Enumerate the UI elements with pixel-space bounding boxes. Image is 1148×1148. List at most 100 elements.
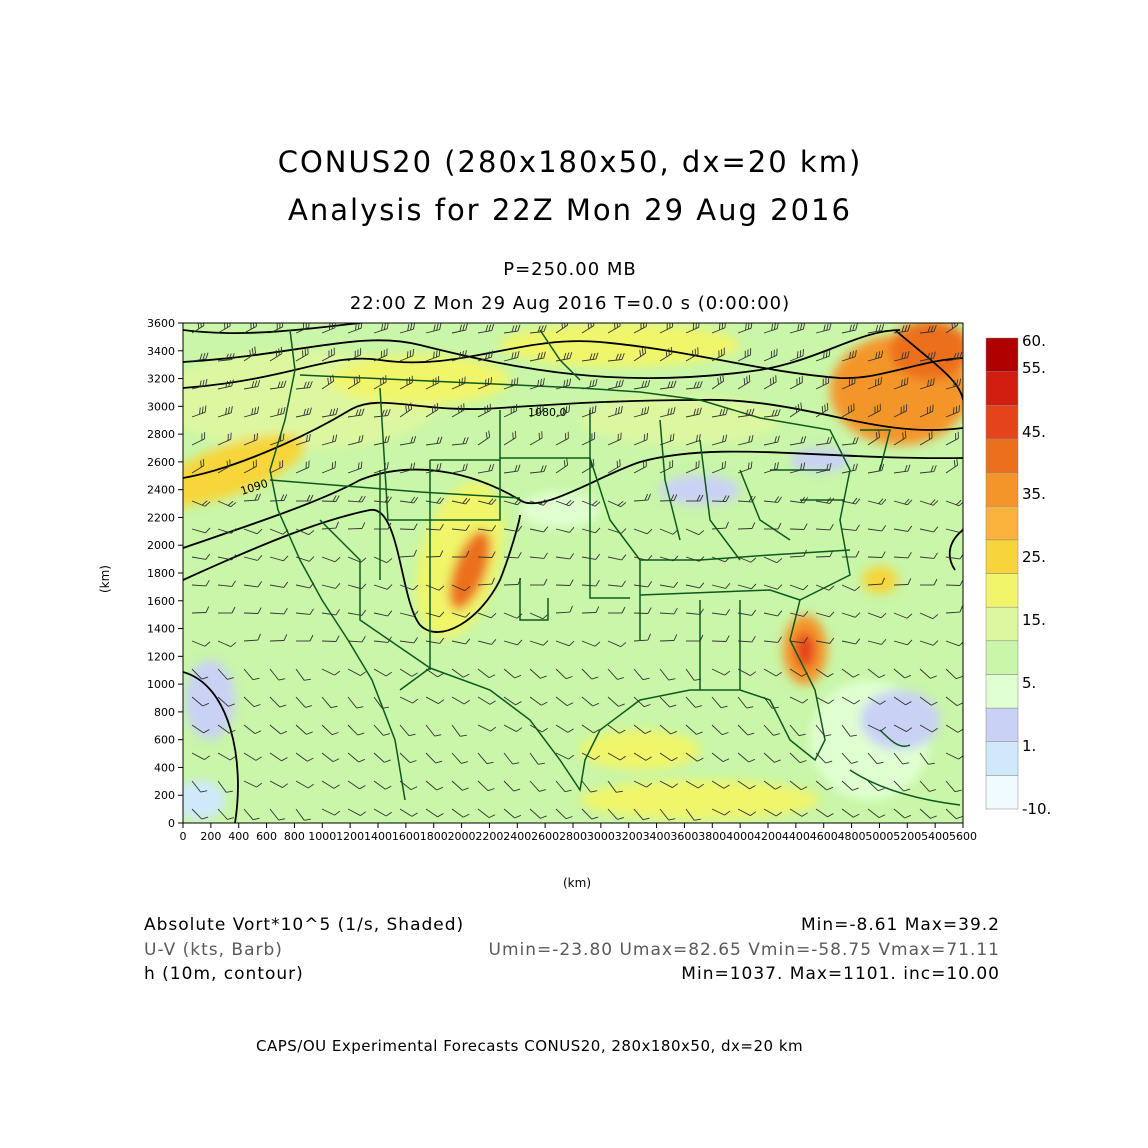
wind-barb (581, 780, 598, 793)
wind-barb (633, 808, 650, 821)
wind-barb (919, 499, 939, 506)
y-tick-label: 3000 (147, 400, 175, 413)
colorbar-label: 45. (1022, 423, 1046, 441)
wind-barb (685, 780, 704, 789)
wind-barb (763, 668, 782, 677)
wind-barb (269, 433, 285, 446)
wind-barb (763, 496, 782, 503)
wind-barb (581, 668, 599, 680)
wind-barb (269, 696, 287, 708)
title-line-2: Analysis for 22Z Mon 29 Aug 2016 (288, 193, 852, 227)
wind-barb (659, 323, 674, 334)
wind-barb (737, 556, 757, 563)
wind-barb (243, 554, 263, 561)
wind-barb (737, 522, 756, 530)
wind-barb (503, 350, 520, 362)
wind-barb (945, 352, 963, 362)
wind-barb (841, 437, 859, 446)
colorbar-label: 15. (1022, 611, 1046, 629)
y-tick-label: 1800 (147, 567, 175, 580)
wind-barb (737, 461, 753, 474)
wind-barb (217, 500, 237, 508)
wind-barb (763, 724, 780, 736)
wind-barb (477, 696, 496, 705)
wind-barb (607, 696, 625, 707)
wind-barb (373, 752, 391, 763)
wind-barb (555, 724, 574, 733)
wind-barb (945, 780, 962, 793)
wind-barb (243, 808, 260, 821)
wind-barb (295, 381, 313, 390)
wind-barb (191, 724, 210, 734)
wind-barb (243, 724, 262, 735)
colorbar-swatch (985, 775, 1019, 810)
y-tick-label: 3200 (147, 373, 175, 386)
wind-barb (581, 458, 595, 474)
x-tick-label: 4400 (782, 830, 810, 843)
footer-credit: CAPS/OU Experimental Forecasts CONUS20, … (256, 1037, 804, 1055)
wind-barb (711, 556, 731, 563)
wind-barb (607, 528, 627, 534)
wind-barb (321, 635, 340, 642)
contour-field-stats: Min=1037. Max=1101. inc=10.00 (681, 964, 1000, 984)
wind-barb (919, 465, 937, 474)
wind-barb (945, 526, 963, 533)
wind-barb (425, 724, 442, 737)
wind-barb (347, 461, 363, 474)
colorbar-swatch (985, 674, 1019, 709)
wind-barb (269, 346, 283, 362)
wind-barb (191, 352, 209, 362)
wind-barb (295, 608, 314, 615)
wind-barb (763, 584, 783, 590)
wind-barb (659, 634, 678, 642)
y-tick-label: 1000 (147, 678, 175, 691)
wind-barb (711, 696, 728, 709)
wind-barb (763, 409, 781, 418)
wind-barb (919, 696, 938, 706)
wind-barb (842, 550, 860, 558)
wind-barb (399, 752, 417, 764)
colorbar-swatch (985, 371, 1019, 406)
wind-barb (555, 579, 574, 586)
wind-barb (243, 433, 258, 446)
wind-barb (529, 752, 545, 765)
title-line-1: CONUS20 (280x180x50, dx=20 km) (277, 145, 863, 179)
wind-barb (789, 610, 809, 617)
wind-barb (555, 640, 575, 647)
wind-barb (633, 607, 652, 614)
wind-barb (841, 323, 858, 334)
wind-barb (529, 780, 546, 792)
x-tick-label: 0 (180, 830, 187, 843)
wind-barb (529, 696, 548, 706)
wind-barb (269, 752, 288, 762)
wind-barb (633, 346, 647, 362)
wind-barb (347, 696, 364, 709)
wind-barb (269, 724, 288, 735)
wind-barb (867, 350, 884, 362)
wind-barb (711, 461, 726, 474)
wind-barb (451, 724, 467, 737)
wind-barb (217, 640, 237, 648)
wind-barb (581, 579, 600, 587)
wind-barb (945, 752, 963, 760)
x-tick-label: 1200 (336, 830, 364, 843)
wind-barb (529, 668, 547, 679)
wind-barb (477, 808, 496, 819)
colorbar-swatch (985, 640, 1019, 675)
time-label: 22:00 Z Mon 29 Aug 2016 T=0.0 s (0:00:00… (349, 293, 791, 314)
wind-barb (711, 808, 731, 816)
wind-barb (451, 323, 468, 334)
wind-barb (269, 634, 288, 642)
wind-barb (633, 554, 653, 561)
wind-barb (373, 556, 393, 564)
wind-barb (659, 696, 677, 708)
wind-barb (633, 752, 652, 761)
wind-barb (893, 752, 910, 765)
wind-barb (425, 462, 442, 474)
colorbar-label: 25. (1022, 548, 1046, 566)
wind-barb (373, 808, 392, 817)
wind-barb (295, 407, 312, 418)
wind-barb (815, 637, 835, 644)
wind-barb (867, 696, 886, 705)
